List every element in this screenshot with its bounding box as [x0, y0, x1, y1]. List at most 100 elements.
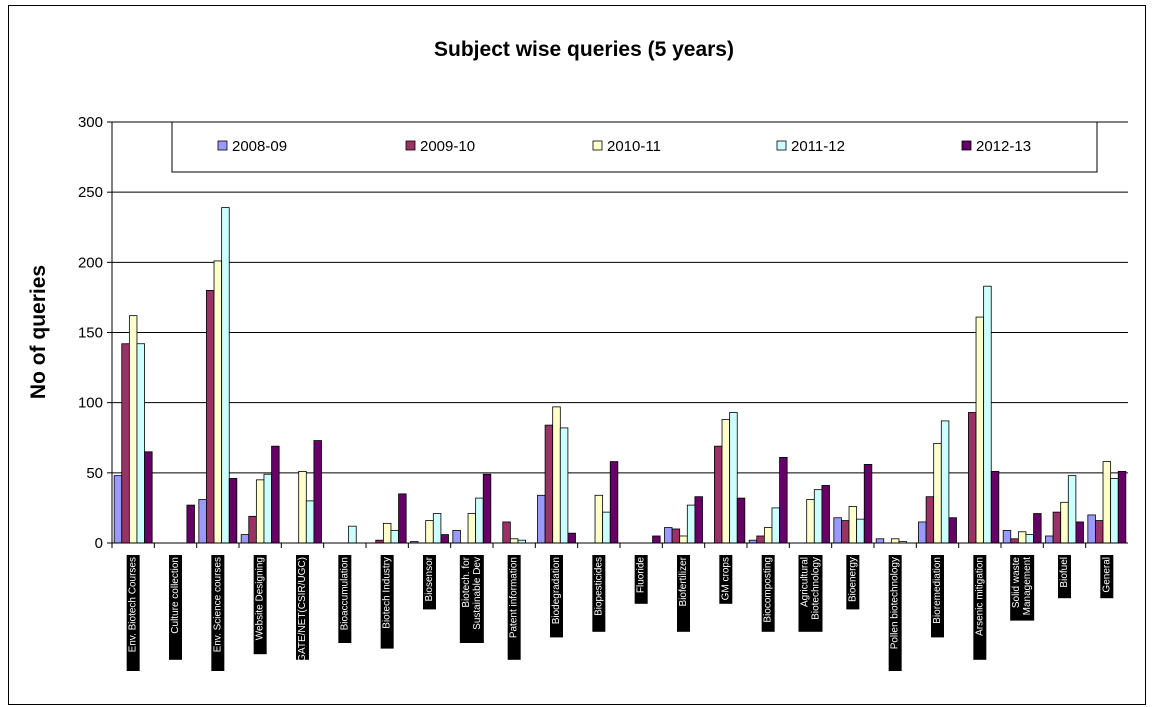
y-tick-label: 50	[86, 465, 103, 482]
bar	[136, 343, 145, 544]
bar	[213, 260, 223, 544]
bar	[679, 535, 688, 544]
bar	[594, 494, 604, 544]
x-category-label: Pollen biotechnology	[888, 555, 902, 671]
bar	[848, 506, 858, 544]
bar	[1010, 538, 1019, 544]
category-labels: Env. Biotech Courses Culture collection En…	[126, 555, 1114, 671]
category-label-text: Env. Biotech Courses	[128, 557, 139, 652]
category-label-box	[677, 555, 690, 632]
bar	[552, 406, 561, 544]
bar	[1075, 521, 1084, 544]
bar	[609, 461, 619, 544]
category-label-text: Pollen biotechnology	[890, 557, 901, 649]
x-category-label: Biosensor	[423, 555, 436, 610]
y-tick-label: 100	[78, 395, 103, 412]
chart-title: Subject wise queries (5 years)	[434, 38, 734, 61]
x-category-label: Biopesticides	[592, 555, 606, 632]
y-ticks: 0 50 100 150 200 250 300	[78, 114, 103, 552]
legend-label: 2008-09	[232, 138, 287, 155]
legend-label: 2010-11	[607, 138, 661, 155]
x-category-label: Bioremediation	[931, 555, 944, 638]
bar	[602, 511, 611, 544]
x-category-label: Biodegradation	[550, 555, 563, 638]
category-label-text: Culture collection	[170, 557, 181, 634]
category-label-text: GATE/NET(CSIR/UGC)	[297, 557, 308, 662]
bar	[779, 456, 788, 544]
x-category-label: GM crops	[719, 555, 733, 604]
category-label-text: Biopesticides	[593, 557, 604, 616]
bar	[1095, 520, 1104, 544]
bar	[1033, 513, 1042, 544]
x-category-label: Culture collection	[169, 555, 182, 660]
bar	[975, 316, 985, 544]
y-tick-label: 150	[78, 325, 103, 342]
category-label-box	[507, 555, 521, 660]
x-category-label: Fluoride	[634, 555, 648, 604]
category-label-text: Agricultural	[800, 557, 811, 607]
bar	[128, 315, 138, 544]
category-label-box	[126, 555, 140, 671]
category-label-text: Arsenic mitigation	[974, 557, 985, 636]
legend-swatch	[961, 140, 972, 151]
bar	[694, 496, 703, 544]
category-label-box	[550, 555, 563, 638]
bar	[875, 538, 885, 544]
x-category-label: General	[1100, 555, 1114, 599]
category-label-box	[1100, 555, 1114, 599]
bar	[671, 528, 681, 544]
bar	[821, 485, 830, 544]
bar	[918, 521, 927, 544]
bar	[1045, 535, 1054, 544]
legend-swatch	[405, 140, 416, 151]
bar	[228, 478, 238, 544]
bar	[1052, 511, 1062, 544]
legend-label: 2012-13	[976, 138, 1031, 155]
bar	[398, 493, 407, 544]
bar	[298, 471, 307, 544]
category-label-box	[1058, 555, 1071, 599]
bar	[567, 532, 576, 544]
bar	[271, 445, 280, 544]
legend-label: 2011-12	[791, 138, 845, 155]
category-label-box	[846, 555, 860, 610]
category-label-box	[931, 555, 944, 638]
bar	[664, 527, 673, 544]
y-tick-label: 300	[78, 114, 103, 131]
axes	[107, 121, 1128, 548]
bar	[425, 520, 434, 544]
bar	[544, 424, 554, 544]
y-tick-label: 0	[95, 535, 103, 552]
bar	[313, 440, 322, 544]
category-label-box	[380, 555, 394, 649]
bar	[1110, 478, 1119, 544]
legend-swatch	[592, 140, 603, 151]
x-category-label: Bioenergy	[846, 555, 860, 610]
category-label-text: Fluoride	[636, 557, 647, 594]
bar	[1025, 534, 1034, 544]
bar	[756, 535, 765, 544]
category-label-box	[459, 555, 484, 643]
category-label-text: Biocomposting	[763, 557, 774, 623]
x-category-label: Env. Science courses	[211, 555, 225, 671]
bar	[452, 529, 461, 544]
bar	[990, 471, 1000, 544]
bar	[652, 535, 661, 544]
bar	[968, 412, 977, 544]
bar	[763, 527, 773, 544]
category-label-text: Biodegradation	[551, 557, 562, 624]
bar	[240, 534, 250, 544]
bar	[263, 473, 272, 544]
category-label-box	[253, 555, 267, 655]
category-label-box	[1010, 555, 1035, 621]
category-label-box	[296, 555, 309, 660]
category-label-text: Sustainable Dev	[472, 557, 483, 630]
bar	[348, 525, 357, 544]
category-label-text: Bioenergy	[847, 557, 858, 602]
bar	[255, 479, 265, 544]
category-label-box	[888, 555, 902, 671]
category-label-box	[423, 555, 436, 610]
category-label-text: Bioremediation	[932, 557, 943, 624]
bar	[467, 513, 477, 544]
